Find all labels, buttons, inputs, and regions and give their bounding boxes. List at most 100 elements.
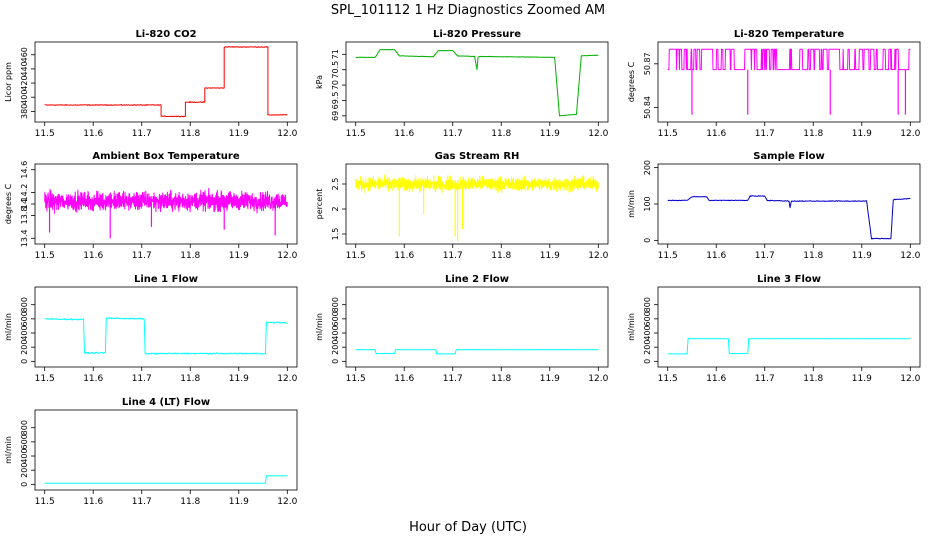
y-tick-label: 13.4 xyxy=(20,229,29,247)
x-tick-label: 11.6 xyxy=(706,129,726,139)
x-tick-label: 11.6 xyxy=(83,129,103,139)
y-tick-label: 600 xyxy=(20,434,29,449)
y-tick-label: 14.6 xyxy=(20,161,29,179)
x-tick-label: 11.5 xyxy=(35,497,55,507)
panel-title: Line 1 Flow xyxy=(134,274,198,285)
x-tick-label: 12.0 xyxy=(277,129,297,139)
x-tick-label: 11.6 xyxy=(83,497,103,507)
y-tick-label: 600 xyxy=(643,311,652,326)
y-tick-label: 71 xyxy=(331,49,340,59)
x-tick-label: 11.8 xyxy=(803,129,823,139)
x-tick-label: 11.8 xyxy=(180,374,200,384)
y-axis-label: Licor ppm xyxy=(4,62,13,102)
y-axis-label: degrees C xyxy=(4,183,13,224)
y-tick-label: 200 xyxy=(643,340,652,355)
y-tick-label: 2.5 xyxy=(331,178,340,191)
panel-title: Li-820 Pressure xyxy=(433,29,521,40)
series-line xyxy=(44,188,288,214)
x-tick-label: 11.6 xyxy=(394,251,414,261)
y-tick-label: 200 xyxy=(20,463,29,478)
panel-5: Gas Stream RH percent 11.5 11.6 11.7 11.8 11.9… xyxy=(315,151,609,261)
x-tick-label: 11.7 xyxy=(755,251,775,261)
panel-3: Li-820 Temperature degrees C 11.5 11.6 11.7 1… xyxy=(627,29,921,139)
x-tick-label: 11.8 xyxy=(491,251,511,261)
x-tick-label: 12.0 xyxy=(900,374,920,384)
plot-frame xyxy=(345,163,609,245)
y-axis-label: ml/min xyxy=(627,190,636,218)
plot-frame xyxy=(34,409,298,491)
figure-title: SPL_101112 1 Hz Diagnostics Zoomed AM xyxy=(331,3,605,18)
y-tick-label: 0 xyxy=(331,359,340,364)
x-tick-label: 11.6 xyxy=(706,251,726,261)
y-tick-label: 400 xyxy=(331,325,340,340)
y-tick-label: 420 xyxy=(20,75,29,90)
plot-frame xyxy=(34,286,298,368)
x-tick-label: 11.5 xyxy=(35,374,55,384)
series-line xyxy=(667,338,911,355)
x-tick-label: 11.7 xyxy=(132,497,152,507)
y-tick-label: 400 xyxy=(20,325,29,340)
y-tick-label: 14 xyxy=(20,199,29,209)
panel-title: Gas Stream RH xyxy=(435,151,520,162)
x-tick-label: 11.5 xyxy=(658,129,678,139)
x-tick-label: 11.7 xyxy=(132,129,152,139)
x-tick-label: 11.7 xyxy=(443,129,463,139)
y-tick-label: 800 xyxy=(331,297,340,312)
x-tick-label: 11.9 xyxy=(852,251,872,261)
x-tick-label: 11.6 xyxy=(394,129,414,139)
y-tick-label: 200 xyxy=(331,340,340,355)
x-tick-label: 11.5 xyxy=(658,251,678,261)
y-tick-label: 1.5 xyxy=(331,228,340,241)
x-tick-label: 11.8 xyxy=(491,374,511,384)
y-tick-label: 200 xyxy=(643,160,652,175)
series-line xyxy=(44,46,288,118)
y-axis-label: kPa xyxy=(315,75,324,89)
panel-1: Li-820 CO2 Licor ppm 11.5 11.6 11.7 11.8 11.9 1… xyxy=(4,29,298,139)
y-tick-label: 400 xyxy=(20,90,29,105)
x-tick-label: 11.9 xyxy=(852,129,872,139)
y-tick-label: 200 xyxy=(20,340,29,355)
y-tick-label: 100 xyxy=(643,196,652,211)
x-tick-label: 12.0 xyxy=(900,251,920,261)
y-tick-label: 0 xyxy=(643,359,652,364)
x-tick-label: 11.5 xyxy=(346,374,366,384)
x-tick-label: 11.6 xyxy=(83,251,103,261)
y-tick-label: 0 xyxy=(20,359,29,364)
y-tick-label: 800 xyxy=(643,297,652,312)
x-tick-label: 11.6 xyxy=(394,374,414,384)
x-tick-label: 11.9 xyxy=(229,497,249,507)
y-axis-label: ml/min xyxy=(4,436,13,464)
y-tick-label: 440 xyxy=(20,61,29,76)
y-axis-label: ml/min xyxy=(315,313,324,341)
y-tick-label: 14.2 xyxy=(20,184,29,202)
panel-title: Line 2 Flow xyxy=(445,274,509,285)
y-axis-label: ml/min xyxy=(4,313,13,341)
x-tick-label: 11.7 xyxy=(755,129,775,139)
panels-group: Li-820 CO2 Licor ppm 11.5 11.6 11.7 11.8 11.9 1… xyxy=(4,29,921,507)
panel-10: Line 4 (LT) Flow ml/min 11.5 11.6 11.7 11.8 11… xyxy=(4,397,298,507)
x-tick-label: 11.7 xyxy=(755,374,775,384)
y-axis-label: ml/min xyxy=(627,313,636,341)
series-line xyxy=(44,317,288,355)
series-line xyxy=(355,349,599,355)
x-tick-label: 11.5 xyxy=(658,374,678,384)
y-tick-label: 800 xyxy=(20,297,29,312)
y-tick-label: 50.87 xyxy=(643,52,652,75)
x-tick-label: 11.5 xyxy=(35,129,55,139)
panel-title: Line 3 Flow xyxy=(757,274,821,285)
panel-title: Sample Flow xyxy=(753,151,825,162)
panel-9: Line 3 Flow ml/min 11.5 11.6 11.7 11.8 11.9 12.… xyxy=(627,274,921,384)
panel-2: Li-820 Pressure kPa 11.5 11.6 11.7 11.8 11.9 12… xyxy=(315,29,609,139)
x-tick-label: 11.9 xyxy=(229,251,249,261)
panel-title: Li-820 Temperature xyxy=(734,29,844,40)
plot-frame xyxy=(345,286,609,368)
plot-frame xyxy=(345,41,609,123)
x-tick-label: 11.8 xyxy=(803,374,823,384)
y-tick-label: 70.5 xyxy=(331,61,340,79)
y-tick-label: 400 xyxy=(643,325,652,340)
y-tick-label: 69 xyxy=(331,111,340,121)
x-tick-label: 11.7 xyxy=(132,374,152,384)
y-tick-label: 50.84 xyxy=(643,96,652,119)
x-tick-label: 12.0 xyxy=(588,129,608,139)
